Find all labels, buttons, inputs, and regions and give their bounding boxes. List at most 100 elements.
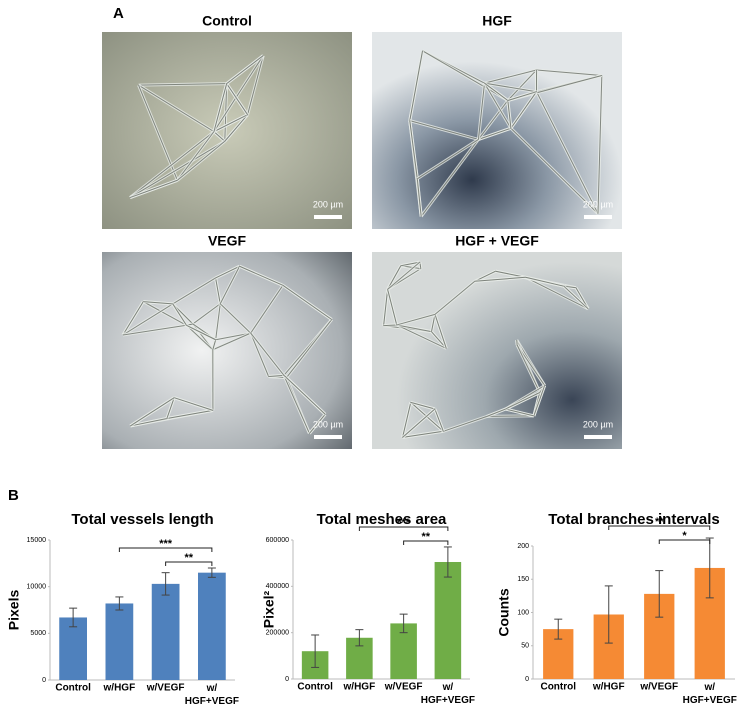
cell-network xyxy=(510,127,599,215)
cell-network xyxy=(250,285,284,334)
significance-bracket xyxy=(403,540,449,545)
x-tick-label: Control xyxy=(55,683,91,694)
cell-network xyxy=(215,277,221,304)
y-tick-label: 100 xyxy=(517,609,529,616)
cell-network xyxy=(166,397,175,419)
cell-network xyxy=(400,261,420,267)
x-tick-label: w/HGF xyxy=(103,683,136,694)
scale-bar xyxy=(584,435,612,439)
y-axis-label: Pixels xyxy=(6,590,22,631)
cell-network xyxy=(212,339,217,350)
y-tick-label: 50 xyxy=(521,643,529,650)
image-title: HGF + VEGF xyxy=(455,233,539,249)
cell-network xyxy=(420,139,479,217)
cell-network xyxy=(484,82,512,129)
cell-network xyxy=(507,69,537,101)
x-tick-label: w/HGF+VEGF xyxy=(421,682,475,706)
cell-network xyxy=(213,114,248,133)
x-tick-line: HGF+VEGF xyxy=(421,695,475,706)
x-tick-label: w/VEGF xyxy=(146,683,185,694)
cell-network xyxy=(525,276,589,310)
cell-network xyxy=(484,69,537,84)
x-tick-label: w/HGF xyxy=(343,682,376,693)
cell-network xyxy=(268,374,284,377)
cell-network xyxy=(402,430,444,438)
cell-network xyxy=(383,289,389,326)
scale-bar xyxy=(314,215,342,219)
y-tick-label: 5000 xyxy=(30,630,46,637)
cell-network xyxy=(409,120,418,179)
cell-network xyxy=(536,91,599,214)
cell-network xyxy=(484,82,537,93)
cell-network xyxy=(409,120,479,140)
significance-bracket xyxy=(358,526,449,531)
chart-title: Total meshes area xyxy=(317,511,447,528)
x-tick-line: w/ xyxy=(703,682,715,693)
cell-network xyxy=(474,276,526,282)
cell-network xyxy=(213,55,264,132)
cell-network xyxy=(387,265,402,290)
cell-network xyxy=(250,332,270,377)
cell-network xyxy=(122,301,144,336)
cell-network xyxy=(129,131,215,198)
y-tick-label: 200 xyxy=(517,543,529,550)
y-tick-label: 15000 xyxy=(27,537,47,544)
cell-network xyxy=(486,408,506,417)
y-tick-label: 400000 xyxy=(266,583,289,590)
cell-network xyxy=(130,397,175,427)
cell-network xyxy=(122,324,187,336)
cell-network xyxy=(434,408,444,432)
cell-network xyxy=(563,285,589,310)
cell-network xyxy=(192,303,221,325)
cell-network xyxy=(215,265,240,279)
cell-network xyxy=(186,324,214,351)
cell-network xyxy=(283,374,326,415)
cell-network xyxy=(478,100,509,140)
cell-network xyxy=(172,303,187,326)
scale-label: 200 µm xyxy=(583,419,613,429)
cell-network xyxy=(396,313,436,326)
significance-label: ** xyxy=(655,516,664,528)
x-tick-label: w/HGF xyxy=(592,682,625,693)
significance-bracket xyxy=(658,539,711,544)
significance-label: ** xyxy=(421,531,430,543)
chart-title: Total branches intervals xyxy=(548,511,719,528)
bar xyxy=(434,562,462,679)
y-tick-label: 150 xyxy=(517,576,529,583)
cell-network xyxy=(510,91,537,129)
cell-network xyxy=(396,324,447,349)
y-tick-label: 0 xyxy=(42,677,46,684)
cell-network xyxy=(226,83,248,115)
significance-label: * xyxy=(682,530,687,542)
cell-network xyxy=(505,408,534,417)
cell-network xyxy=(226,55,264,85)
y-axis-label: Pixel² xyxy=(261,590,277,628)
x-tick-line: w/ xyxy=(442,682,454,693)
image-title: Control xyxy=(202,13,252,29)
cell-network xyxy=(213,83,228,132)
cell-network xyxy=(215,303,221,340)
cell-network xyxy=(177,131,215,181)
significance-label: ** xyxy=(184,552,193,564)
y-tick-label: 10000 xyxy=(27,584,47,591)
cell-network xyxy=(383,324,397,327)
scale-bar xyxy=(314,435,342,439)
significance-label: *** xyxy=(397,517,411,529)
cell-network xyxy=(177,140,226,181)
cell-network xyxy=(387,289,398,326)
cell-network xyxy=(434,314,447,349)
cell-network xyxy=(484,82,509,101)
cell-network xyxy=(224,114,248,142)
cell-network xyxy=(402,402,412,438)
y-tick-label: 200000 xyxy=(266,630,289,637)
cell-network xyxy=(533,385,546,417)
x-tick-label: w/HGF+VEGF xyxy=(683,682,737,706)
cell-network xyxy=(219,303,252,334)
cell-network xyxy=(250,332,285,376)
cell-network xyxy=(247,55,264,115)
x-tick-label: w/VEGF xyxy=(639,682,678,693)
cell-network xyxy=(525,276,564,287)
x-tick-line: HGF+VEGF xyxy=(683,695,737,706)
cell-network xyxy=(174,397,214,411)
